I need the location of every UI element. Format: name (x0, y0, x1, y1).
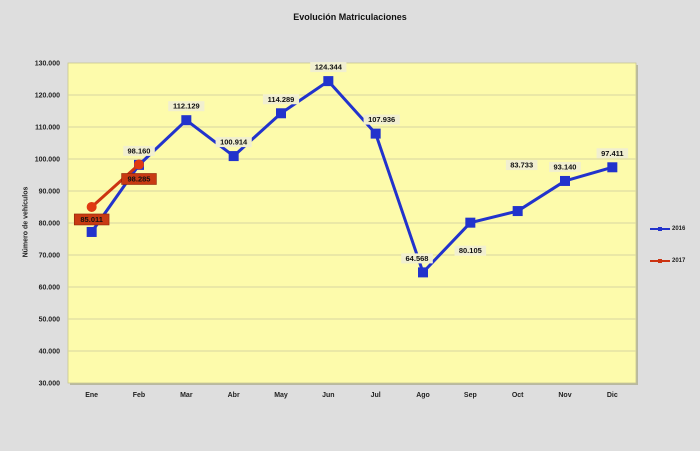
data-label-bg (505, 160, 538, 171)
x-tick-label: Sep (464, 392, 477, 399)
y-tick-label: 100.000 (35, 157, 60, 164)
x-tick-label: May (274, 392, 288, 399)
series-2016-marker (323, 76, 334, 87)
series-2016-marker (418, 267, 428, 278)
legend-item-2016: 2016 (650, 226, 685, 232)
data-label-bg (363, 114, 400, 125)
y-tick-label: 130.000 (35, 61, 60, 68)
data-label-2016: 124.344 (315, 63, 343, 72)
chart-title: Evolución Matriculaciones (293, 12, 407, 22)
y-tick-label: 80.000 (39, 221, 61, 228)
series-2017-line (90, 163, 141, 209)
x-tick-label: Ene (85, 392, 98, 399)
data-label-bg-2017 (121, 173, 157, 185)
x-tick-label: Jun (322, 392, 334, 399)
legend-swatch-2016-icon (650, 227, 670, 231)
data-label-2016: 112.129 (173, 102, 200, 111)
x-tick-label: Feb (133, 392, 145, 399)
legend-item-2017: 2017 (650, 258, 685, 264)
data-label-bg (596, 148, 629, 159)
x-tick-label: Abr (228, 392, 240, 399)
data-label-bg (215, 137, 252, 148)
series-2016-marker (607, 162, 618, 173)
data-label-bg (549, 161, 581, 172)
series-2017-marker (86, 201, 97, 212)
y-tick-label: 110.000 (35, 125, 60, 132)
data-label-bg (123, 145, 155, 156)
data-label-2016: 100.914 (220, 138, 248, 147)
legend-label-2016: 2016 (672, 226, 686, 232)
y-tick-label: 30.000 (39, 381, 61, 388)
x-tick-label: Mar (180, 392, 193, 399)
series-2016-marker (465, 217, 476, 228)
data-label-bg (454, 245, 487, 256)
series-2016-marker (370, 128, 381, 139)
series-2016-marker (86, 226, 97, 237)
x-tick-label: Oct (512, 392, 524, 399)
series-2017-marker (134, 159, 144, 170)
legend-label-2017: 2017 (672, 258, 686, 264)
data-label-2016: 114.289 (268, 95, 295, 104)
data-label-bg-2017 (73, 213, 110, 226)
data-label-2017: 85.011 (80, 215, 103, 224)
series-2016-marker (276, 108, 286, 119)
data-label-bg (310, 62, 347, 73)
data-label-2016: 107.936 (368, 115, 395, 124)
data-label-2016: 97.411 (601, 149, 624, 158)
y-tick-label: 120.000 (35, 93, 60, 100)
x-tick-label: Jul (371, 392, 381, 399)
data-label-2016: 80.105 (459, 246, 482, 255)
data-label-2016: 98.160 (128, 146, 151, 155)
data-label-2016: 83.733 (510, 161, 533, 170)
data-label-bg (262, 94, 300, 105)
series-2016-marker (228, 151, 239, 162)
data-label-2017: 98.285 (128, 174, 151, 183)
data-label-bg (401, 253, 433, 264)
y-tick-label: 40.000 (39, 349, 61, 356)
x-tick-label: Ago (416, 392, 430, 399)
y-tick-label: 60.000 (39, 285, 61, 292)
series-2016-marker (181, 115, 192, 126)
x-tick-label: Nov (558, 392, 571, 399)
series-2016-marker (512, 206, 523, 217)
y-tick-label: 90.000 (39, 189, 61, 196)
y-tick-label: 50.000 (39, 317, 61, 324)
data-label-2016: 93.140 (554, 162, 577, 171)
series-2016-line (90, 79, 613, 274)
data-label-bg (168, 101, 205, 112)
data-label-2016: 64.568 (406, 254, 429, 263)
x-tick-label: Dic (607, 392, 618, 399)
series-2016-marker (560, 175, 570, 186)
y-tick-label: 70.000 (39, 253, 61, 260)
legend-swatch-2017-icon (650, 259, 670, 263)
